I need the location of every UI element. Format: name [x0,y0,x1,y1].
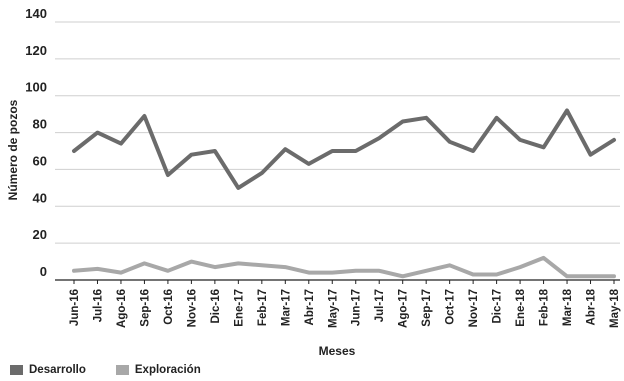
legend-label-desarrollo: Desarrollo [29,364,86,376]
x-tick-label: Jul-16 [92,289,104,322]
x-tick-label: Nov-16 [186,289,198,327]
x-tick-label: Dic-16 [210,289,222,324]
y-tick-label: 0 [40,264,47,279]
x-tick-label: Jun-17 [351,289,363,326]
series-lines [72,108,616,279]
x-tick-label: Jul-17 [374,289,386,322]
legend-swatch-exploracion [115,365,129,375]
y-tick-label: 40 [33,190,47,205]
legend-item-desarrollo: Desarrollo [10,364,86,376]
x-tick-label: Feb-17 [257,289,269,326]
y-tick-label: 60 [33,153,47,168]
x-tick-label: Abr-18 [586,288,598,325]
x-tick-label: Jun-16 [69,289,81,326]
x-tick-label: Feb-18 [539,288,551,326]
x-tick-label: Oct-17 [445,289,457,325]
legend: Desarrollo Exploración [10,364,231,376]
x-tick-label: Sep-16 [139,289,151,327]
gridlines [55,21,620,244]
x-tick-label: Ago-16 [116,289,128,328]
x-tick-label: Abr-17 [304,289,316,325]
x-tick-label: Ene-18 [515,288,527,326]
x-tick-label: Oct-16 [163,289,175,325]
x-tick-label: Mar-17 [280,289,292,326]
x-tick-label: Nov-17 [468,289,480,327]
y-axis-title: Número de pozos [6,99,20,200]
x-tick-label: Dic-17 [492,289,504,324]
y-tick-label: 80 [33,117,47,132]
x-tick-label: Ene-17 [233,289,245,327]
legend-item-exploracion: Exploración [115,364,201,376]
series-line-desarrollo [72,108,616,190]
y-tick-label: 20 [33,227,47,242]
y-tick-label: 100 [25,80,47,95]
x-tick-label: Sep-17 [421,289,433,327]
x-tick-label: Ago-17 [398,289,410,328]
x-axis-ticks: Jun-16 Jul-16 Ago-16 Sep-16 Oct-16 Nov-16 Dic-… [69,280,621,328]
x-axis-title: Meses [319,344,356,358]
y-tick-label: 140 [25,6,47,21]
legend-label-exploracion: Exploración [134,364,201,376]
x-tick-label: May-18 [609,288,621,328]
y-tick-label: 120 [25,43,47,58]
legend-swatch-desarrollo [10,365,23,375]
x-tick-label: May-17 [327,289,339,328]
x-tick-label: Mar-18 [562,288,574,326]
y-axis-ticks: 0 20 40 60 80 100 120 140 [25,6,47,279]
series-line-exploracion [72,255,616,279]
